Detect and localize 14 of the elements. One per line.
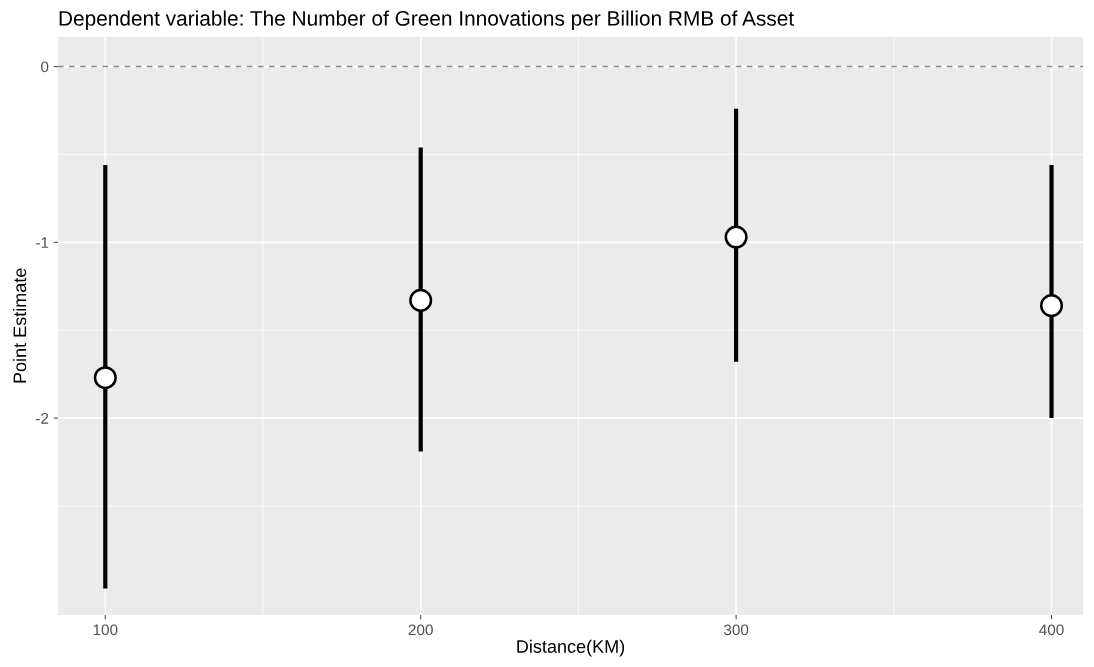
point	[1039, 294, 1064, 318]
y-tick-label: 0	[41, 61, 49, 73]
x-tick-label: 100	[93, 624, 118, 636]
x-axis-title: Distance(KM)	[517, 639, 625, 657]
chart-title: Dependent variable: The Number of Green Innovations per Billion RMB of Asset	[59, 10, 794, 30]
point	[93, 366, 117, 390]
x-tick-label: 400	[1039, 624, 1064, 636]
y-tick-label: -1	[36, 237, 49, 248]
point	[409, 288, 433, 312]
point	[724, 225, 748, 249]
x-tick-label: 300	[723, 624, 749, 636]
x-tick-label: 200	[408, 624, 433, 636]
y-tick-label: -2	[36, 412, 49, 424]
y-axis-title: Point Estimate	[12, 268, 27, 383]
